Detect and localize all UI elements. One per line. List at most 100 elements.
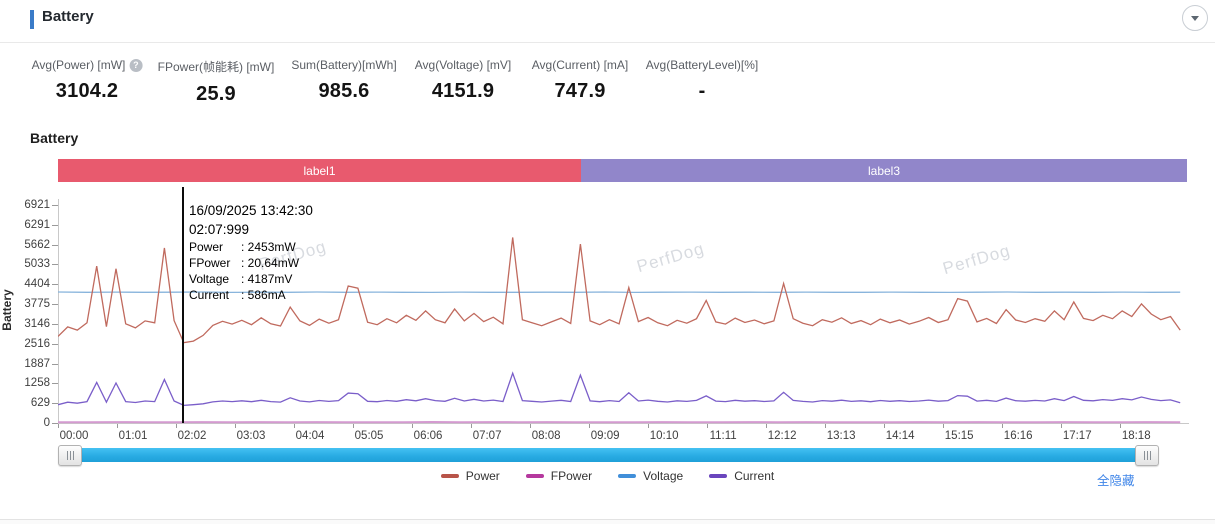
current-line — [58, 371, 1181, 407]
legend-label: Current — [734, 469, 775, 483]
y-tick-label: 0 — [43, 417, 50, 429]
tooltip-row: FPower: 20.64mW — [189, 256, 300, 270]
x-tick-label: 10:10 — [649, 430, 679, 442]
chart-section-title: Battery — [30, 130, 79, 146]
stat-item: Avg(Voltage) [mV] 4151.9 — [415, 58, 512, 103]
x-tick-mark — [235, 423, 237, 428]
y-tick-mark — [52, 403, 58, 405]
stat-item: FPower(帧能耗) [mW] 25.9 — [158, 58, 275, 106]
stat-item: Avg(Power) [mW]? 3104.2 — [32, 58, 143, 103]
x-tick-mark — [58, 423, 59, 428]
legend-swatch — [525, 474, 544, 478]
y-tick-mark — [52, 224, 58, 226]
legend-item-power[interactable]: Power — [440, 469, 500, 483]
tooltip-row: Voltage: 4187mV — [189, 272, 293, 286]
annotation-label3[interactable]: label3 — [581, 159, 1187, 182]
scrollbar-left-handle[interactable] — [58, 445, 82, 466]
x-tick-label: 05:05 — [354, 430, 384, 442]
header-accent-bar — [30, 10, 34, 29]
x-tick-label: 03:03 — [236, 430, 266, 442]
y-tick-label: 5662 — [24, 238, 50, 251]
x-tick-mark — [648, 423, 650, 428]
y-tick-label: 4404 — [24, 278, 50, 291]
y-tick-mark — [52, 323, 58, 325]
x-tick-mark — [825, 423, 827, 428]
x-tick-mark — [530, 423, 532, 428]
card-bottom-border — [0, 519, 1215, 520]
x-tick-label: 06:06 — [413, 430, 443, 442]
x-tick-label: 09:09 — [590, 430, 620, 442]
x-tick-label: 13:13 — [826, 430, 856, 442]
tooltip-rows: Power: 2453mW FPower: 20.64mW Voltage: 418… — [189, 239, 313, 303]
legend: Power FPower Voltage Current — [0, 469, 1215, 483]
legend-label: FPower — [550, 469, 593, 483]
hide-all-link[interactable]: 全隐藏 — [1097, 474, 1135, 488]
hover-tooltip: 16/09/2025 13:42:30 02:07:999 Power: 245… — [189, 201, 313, 303]
x-tick-mark — [707, 423, 709, 428]
y-tick-mark — [52, 244, 58, 246]
y-tick-mark — [52, 363, 58, 365]
y-tick-label: 1258 — [24, 377, 50, 390]
legend-item-current[interactable]: Current — [709, 469, 774, 483]
legend-item-voltage[interactable]: Voltage — [618, 469, 683, 483]
y-tick-mark — [52, 304, 58, 306]
tooltip-row: Current: 586mA — [189, 288, 286, 302]
help-icon[interactable]: ? — [129, 58, 143, 72]
y-axis-line — [58, 199, 59, 424]
stat-label: Avg(BatteryLevel)[%] — [645, 58, 759, 72]
x-tick-label: 17:17 — [1062, 430, 1092, 442]
stat-item: Avg(BatteryLevel)[%] - — [646, 58, 759, 103]
x-tick-mark — [1061, 423, 1063, 428]
page-title: Battery — [42, 8, 94, 25]
grip-icon — [1146, 451, 1148, 460]
x-tick-mark — [1002, 423, 1004, 428]
x-tick-label: 14:14 — [885, 430, 915, 442]
annotation-label1[interactable]: label1 — [58, 159, 581, 182]
x-tick-mark — [117, 423, 118, 428]
y-tick-label: 6921 — [24, 199, 50, 211]
y-tick-mark — [52, 284, 58, 286]
y-tick-label: 5033 — [24, 258, 50, 271]
x-tick-mark — [176, 423, 178, 428]
x-axis-line — [58, 423, 1189, 424]
legend-item-fpower[interactable]: FPower — [525, 469, 593, 483]
y-tick-label: 6291 — [24, 218, 50, 231]
legend-swatch — [709, 474, 728, 478]
stat-value: 4151.9 — [431, 80, 495, 102]
tooltip-row: Power: 2453mW — [189, 240, 296, 254]
x-tick-mark — [412, 423, 414, 428]
scrollbar-right-handle[interactable] — [1135, 445, 1159, 466]
x-tick-mark — [353, 423, 355, 428]
y-tick-mark — [52, 423, 58, 424]
plot-area[interactable] — [58, 190, 1189, 424]
x-tick-label: 07:07 — [472, 430, 502, 442]
x-tick-label: 01:01 — [118, 430, 148, 442]
legend-label: Power — [465, 469, 500, 483]
stat-item: Avg(Current) [mA] 747.9 — [532, 58, 628, 103]
stat-label: Avg(Current) [mA] — [531, 58, 629, 72]
stat-value: 25.9 — [196, 83, 236, 105]
legend-swatch — [440, 474, 459, 478]
timeline-scrollbar[interactable] — [58, 448, 1157, 462]
x-tick-label: 00:00 — [59, 430, 89, 442]
y-tick-label: 629 — [30, 397, 50, 410]
x-tick-mark — [943, 423, 945, 428]
chevron-down-icon — [1191, 15, 1199, 21]
collapse-button[interactable] — [1182, 5, 1208, 31]
x-tick-label: 12:12 — [767, 430, 797, 442]
power-line — [58, 237, 1181, 344]
stat-value: 3104.2 — [55, 80, 119, 102]
y-tick-mark — [52, 205, 58, 206]
x-tick-mark — [294, 423, 296, 428]
x-tick-mark — [884, 423, 886, 428]
tooltip-time: 02:07:999 — [189, 222, 250, 237]
x-tick-label: 08:08 — [531, 430, 561, 442]
x-tick-label: 18:18 — [1121, 430, 1151, 442]
y-tick-label: 1887 — [24, 357, 50, 370]
stat-value: 747.9 — [554, 80, 606, 102]
stat-label: Avg(Power) [mW]? — [32, 58, 143, 72]
x-tick-mark — [471, 423, 473, 428]
stat-value: 985.6 — [318, 80, 370, 102]
stat-label: Avg(Voltage) [mV] — [414, 58, 512, 72]
